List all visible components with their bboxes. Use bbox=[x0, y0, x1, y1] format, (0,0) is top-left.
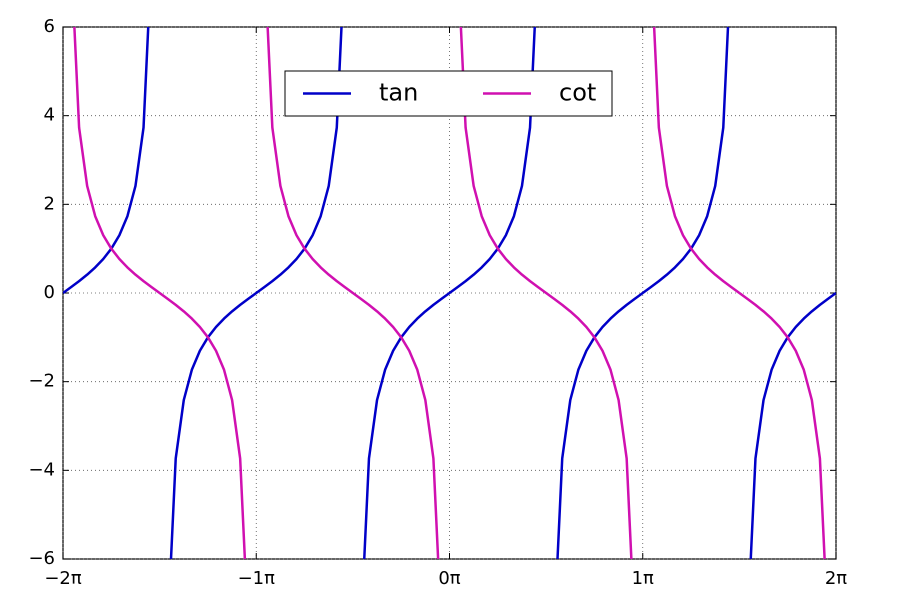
y-tick-label: 0 bbox=[44, 282, 55, 303]
y-tick-label: −6 bbox=[28, 548, 55, 569]
x-tick-label: −1π bbox=[238, 568, 276, 589]
x-tick-label: 2π bbox=[825, 568, 847, 589]
x-tick-label: 0π bbox=[438, 568, 460, 589]
y-tick-label: 2 bbox=[44, 193, 55, 214]
y-tick-label: −4 bbox=[28, 459, 55, 480]
plot-area bbox=[63, 27, 836, 559]
x-tick-label: −2π bbox=[44, 568, 82, 589]
legend-label: tan bbox=[379, 79, 418, 107]
y-tick-label: 6 bbox=[44, 16, 55, 37]
legend-label: cot bbox=[559, 79, 596, 107]
x-tick-label: 1π bbox=[632, 568, 654, 589]
series-line bbox=[73, 27, 826, 559]
series-line bbox=[63, 27, 836, 559]
legend-box bbox=[284, 70, 613, 117]
y-tick-label: 4 bbox=[44, 105, 55, 126]
y-tick-label: −2 bbox=[28, 371, 55, 392]
